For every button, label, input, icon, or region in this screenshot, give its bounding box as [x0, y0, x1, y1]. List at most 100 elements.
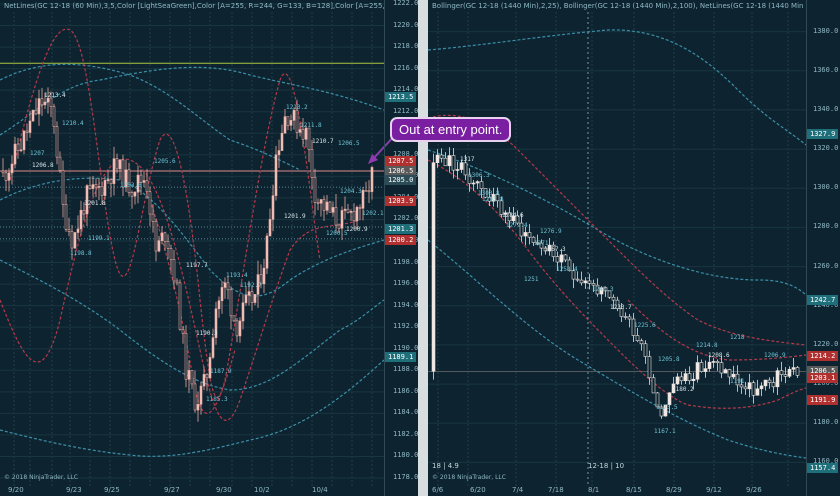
- candle: [603, 287, 608, 292]
- candle: [85, 185, 89, 215]
- candle: [130, 192, 134, 197]
- candle: [443, 157, 448, 167]
- candle: [787, 369, 792, 377]
- candle: [217, 300, 221, 310]
- candle: [747, 382, 752, 390]
- candle: [211, 337, 215, 358]
- candle: [166, 241, 170, 249]
- price-tick: 1184.0: [393, 408, 419, 417]
- candle: [1, 170, 5, 174]
- candle: [286, 116, 290, 126]
- candle: [55, 126, 59, 158]
- price-tag: 1189.1: [385, 352, 417, 362]
- bollinger-band: [0, 177, 385, 297]
- candle: [253, 294, 257, 303]
- bar-label: 1202.1: [362, 210, 384, 217]
- candle: [142, 180, 146, 183]
- bar-label: 1205.8: [658, 356, 680, 363]
- candle: [451, 155, 456, 171]
- candle: [735, 373, 740, 386]
- date-tick: 8/1: [588, 486, 600, 494]
- candle: [160, 232, 164, 241]
- bollinger-band: [428, 149, 807, 296]
- candle: [157, 240, 161, 252]
- candle: [337, 224, 341, 229]
- candle: [106, 179, 110, 181]
- candle: [208, 357, 212, 379]
- candle: [651, 377, 656, 394]
- price-tick: 1186.0: [393, 386, 419, 395]
- pane-divider[interactable]: [418, 0, 428, 496]
- chart-daily-plot[interactable]: [428, 0, 840, 496]
- candle: [695, 362, 700, 380]
- candle: [298, 129, 302, 133]
- candle: [639, 340, 644, 345]
- price-axis[interactable]: 1380.0 1360.0 1340.0 1320.0 1300.0 1280.0 1260…: [806, 0, 840, 496]
- candle: [659, 406, 664, 417]
- candle: [25, 130, 29, 133]
- bar-label: 1258.4: [556, 266, 578, 273]
- price-tag: 1201.3: [385, 224, 417, 234]
- bar-label: 1167.1: [654, 428, 676, 435]
- bar-label: 1193.4: [226, 272, 248, 279]
- price-tag: 1157.4: [807, 462, 839, 473]
- candle: [76, 228, 80, 233]
- bar-label: 1225.6: [634, 322, 656, 329]
- candle: [52, 106, 56, 127]
- candle: [229, 289, 233, 317]
- candle: [73, 232, 77, 249]
- bar-label: 1200.9: [346, 226, 368, 233]
- candle: [43, 101, 47, 106]
- candle: [196, 404, 200, 411]
- candle: [70, 231, 74, 249]
- bar-label: 1214.8: [696, 342, 718, 349]
- candle: [727, 369, 732, 378]
- price-tick: 1160.0: [813, 457, 839, 466]
- candle: [295, 109, 299, 133]
- price-axis[interactable]: 1222.01220.01218.01216.01214.01212.01210…: [384, 0, 419, 496]
- candle: [763, 379, 768, 387]
- bar-label: 1180.2: [672, 386, 694, 393]
- price-tick: 1360.0: [813, 65, 839, 74]
- candle: [595, 284, 600, 295]
- date-tick: 10/2: [254, 486, 270, 494]
- candle: [235, 320, 239, 337]
- candle: [40, 98, 44, 106]
- candle: [349, 210, 353, 213]
- candle: [223, 282, 227, 288]
- date-tick: 10/4: [312, 486, 328, 494]
- copyright-text: © 2018 NinjaTrader, LLC: [4, 474, 78, 481]
- price-tag: 1203.1: [807, 373, 839, 383]
- candle: [559, 254, 564, 263]
- candle: [623, 316, 628, 318]
- chart-60min-plot[interactable]: [0, 0, 418, 496]
- candle: [100, 186, 104, 196]
- candle: [10, 163, 14, 174]
- bar-label: 1279.4: [506, 222, 528, 229]
- candle: [499, 200, 504, 215]
- price-tick: 1300.0: [813, 183, 839, 192]
- candle: [555, 256, 560, 263]
- candle: [679, 376, 684, 382]
- chart-daily[interactable]: Bollinger(GC 12-18 (1440 Min),2,25), Bol…: [428, 0, 840, 496]
- candle: [791, 367, 796, 370]
- candle: [178, 282, 182, 330]
- candle: [163, 232, 167, 242]
- candle: [352, 210, 356, 222]
- bar-label: 1205.6: [154, 158, 176, 165]
- candle: [175, 280, 179, 284]
- price-tag: 1200.2: [385, 235, 417, 245]
- candle: [683, 373, 688, 382]
- date-tick: 6/20: [470, 486, 486, 494]
- candle: [439, 154, 444, 159]
- bollinger-band: [0, 63, 301, 171]
- candle: [325, 201, 329, 211]
- date-tick: 8/15: [626, 486, 642, 494]
- indicator-header: Bollinger(GC 12-18 (1440 Min),2,25), Bol…: [432, 2, 804, 10]
- bollinger-band: [428, 239, 807, 459]
- price-tick: 1214.0: [393, 85, 419, 94]
- candle: [367, 190, 371, 193]
- bar-label: 1210.4: [62, 120, 84, 127]
- annotation-callout[interactable]: Out at entry point.: [390, 117, 512, 142]
- chart-60min[interactable]: NetLines(GC 12-18 (60 Min),3,5,Color [Li…: [0, 0, 418, 496]
